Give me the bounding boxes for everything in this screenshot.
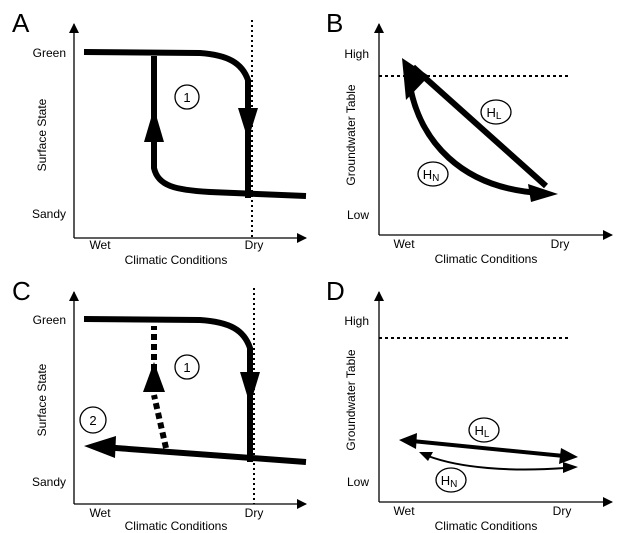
panel-d-hn-marker-label: HN: [441, 473, 458, 490]
panel-a-lower-branch: [151, 56, 307, 199]
panel-a: A Green Sandy Wet Dry Climatic Condition…: [12, 8, 307, 267]
panel-a-upper-branch: [83, 49, 251, 198]
panel-a-y-high-label: Green: [33, 46, 66, 60]
panel-c-x-right-label: Dry: [245, 506, 264, 520]
panel-d-hl-marker-label: HL: [475, 423, 490, 440]
panel-d: D High Low Wet Dry Climatic Conditions G…: [326, 276, 613, 533]
panel-d-hl-left-arrowhead: [399, 433, 417, 449]
panel-d-hn-sub: N: [450, 479, 457, 490]
panel-d-x-left-label: Wet: [393, 504, 415, 518]
panel-b-y-high-label: High: [344, 47, 369, 61]
panel-c-marker-1-circle: [174, 354, 200, 380]
panel-a-marker-1-circle: [174, 84, 200, 110]
panel-b-hl-line: [410, 64, 549, 189]
panel-b-bottom-arrowhead: [528, 184, 558, 202]
panel-b-hl-marker-circle: [480, 99, 512, 125]
panel-a-marker-1-label: 1: [183, 90, 190, 105]
panel-d-y-low-label: Low: [347, 475, 369, 489]
panel-a-y-axis-title: Surface State: [35, 98, 49, 171]
panel-b-y-axis-title: Groundwater Table: [344, 84, 358, 186]
panel-c-y-axis-title: Surface State: [35, 363, 49, 436]
panel-d-x-right-label: Dry: [553, 504, 572, 518]
panel-c-lower-branch: [101, 444, 307, 465]
panel-a-x-right-label: Dry: [245, 238, 264, 252]
panel-c-blocked-recovery-path-lower: [151, 394, 169, 449]
panel-c-up-arrowhead: [143, 362, 165, 392]
panel-d-y-high-label: High: [344, 314, 369, 328]
panel-b-top-arrowhead: [402, 58, 429, 100]
panel-c-upper-branch: [83, 316, 253, 462]
panel-d-hn-right-arrowhead: [563, 462, 578, 473]
panel-c-y-low-label: Sandy: [32, 475, 66, 489]
panel-a-y-low-label: Sandy: [32, 207, 66, 221]
panel-b-hn-sub: N: [432, 173, 439, 184]
panel-a-letter: A: [12, 8, 30, 38]
panel-b-hn-main: H: [423, 167, 432, 182]
panel-a-x-axis-title: Climatic Conditions: [125, 253, 228, 267]
panel-b-x-axis-title: Climatic Conditions: [435, 252, 538, 266]
panel-d-hl-line: [411, 439, 565, 458]
panel-d-hn-marker-circle: [435, 467, 467, 493]
panel-b-x-left-label: Wet: [393, 237, 415, 251]
panel-a-x-left-label: Wet: [89, 238, 111, 252]
panel-b-x-right-label: Dry: [551, 237, 570, 251]
panel-d-hn-curve: [427, 455, 566, 471]
panel-c-y-high-label: Green: [33, 313, 66, 327]
panel-a-down-arrowhead: [238, 108, 258, 140]
panel-a-up-arrowhead: [144, 108, 164, 142]
panel-d-hn-main: H: [441, 473, 450, 488]
panel-b-y-low-label: Low: [347, 208, 369, 222]
panel-c-marker-2-label: 2: [89, 413, 96, 428]
panel-b-hn-curve: [407, 85, 541, 196]
panel-d-y-axis-title: Groundwater Table: [344, 349, 358, 451]
panel-d-hl-marker-circle: [468, 417, 500, 443]
panel-b: B High Low Wet Dry Climatic Conditions G…: [326, 8, 613, 266]
panel-b-hn-marker-label: HN: [423, 167, 440, 184]
panel-c-x-left-label: Wet: [89, 506, 111, 520]
panel-b-hl-sub: L: [496, 111, 502, 122]
panel-d-x-axis-title: Climatic Conditions: [435, 519, 538, 533]
panel-c-marker-1-label: 1: [183, 360, 190, 375]
panel-d-hl-sub: L: [484, 429, 490, 440]
panel-d-hl-right-arrowhead: [559, 448, 578, 464]
panel-b-hl-marker-label: HL: [487, 105, 502, 122]
panel-b-letter: B: [326, 8, 343, 38]
panel-c-letter: C: [12, 276, 31, 306]
panel-b-hl-main: H: [487, 105, 496, 120]
panel-d-hn-left-arrowhead: [419, 452, 433, 461]
panel-c: C Green Sandy Wet Dry Climatic Condition…: [12, 276, 307, 533]
panel-d-hl-main: H: [475, 423, 484, 438]
panel-b-hn-marker-circle: [417, 161, 449, 187]
panel-c-down-arrowhead: [240, 372, 260, 405]
panel-c-left-arrowhead: [84, 436, 116, 458]
panel-c-marker-2-circle: [79, 406, 107, 434]
panel-d-letter: D: [326, 276, 345, 306]
panel-c-x-axis-title: Climatic Conditions: [125, 519, 228, 533]
